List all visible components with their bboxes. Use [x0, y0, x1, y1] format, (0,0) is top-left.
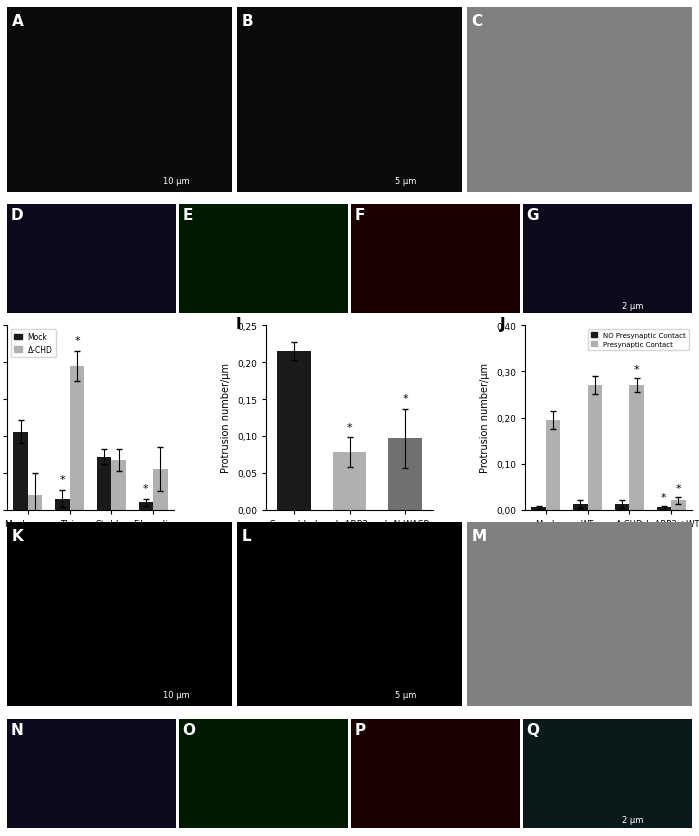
Text: *: *: [74, 336, 80, 346]
Bar: [614, 505, 629, 510]
Text: B: B: [241, 14, 253, 29]
Text: I: I: [236, 317, 242, 332]
Text: *: *: [661, 492, 667, 502]
Text: O: O: [182, 722, 196, 737]
Text: 10 μm: 10 μm: [163, 176, 189, 186]
Text: N: N: [10, 722, 23, 737]
Bar: [333, 452, 366, 510]
Bar: [629, 385, 644, 510]
Text: *: *: [634, 364, 640, 375]
Text: A: A: [11, 14, 23, 29]
Text: M: M: [471, 528, 487, 543]
Bar: [671, 501, 686, 510]
Bar: [588, 385, 603, 510]
Text: 5 μm: 5 μm: [395, 691, 417, 699]
Bar: [28, 496, 43, 510]
Text: *: *: [59, 474, 65, 484]
Legend: Mock, Δ-CHD: Mock, Δ-CHD: [10, 329, 55, 358]
Bar: [656, 507, 671, 510]
Text: 10 μm: 10 μm: [163, 691, 189, 699]
Text: 2 μm: 2 μm: [622, 301, 644, 310]
Legend: NO Presynaptic Contact, Presynaptic Contact: NO Presynaptic Contact, Presynaptic Cont…: [588, 329, 689, 350]
Text: *: *: [403, 393, 408, 403]
Bar: [546, 421, 561, 510]
Text: C: C: [471, 14, 482, 29]
X-axis label: Treatment: Treatment: [324, 533, 375, 543]
Text: J: J: [500, 317, 505, 332]
Text: D: D: [10, 208, 23, 223]
Text: *: *: [676, 483, 682, 493]
Bar: [55, 499, 70, 510]
Y-axis label: Protrusion number/μm: Protrusion number/μm: [480, 363, 491, 473]
Bar: [277, 352, 310, 510]
Text: *: *: [143, 483, 149, 493]
Bar: [573, 505, 588, 510]
Text: P: P: [354, 722, 366, 737]
Bar: [111, 461, 126, 510]
Text: Q: Q: [526, 722, 540, 737]
Text: K: K: [11, 528, 23, 543]
X-axis label: Spine Type: Spine Type: [64, 533, 117, 543]
Bar: [153, 470, 168, 510]
Text: L: L: [241, 528, 251, 543]
Text: E: E: [182, 208, 193, 223]
Text: 5 μm: 5 μm: [395, 176, 417, 186]
Text: *: *: [347, 422, 352, 432]
Bar: [531, 507, 546, 510]
Text: F: F: [354, 208, 365, 223]
Bar: [138, 502, 153, 510]
Text: G: G: [526, 208, 539, 223]
Y-axis label: Protrusion number/μm: Protrusion number/μm: [222, 363, 231, 473]
Bar: [389, 439, 422, 510]
X-axis label: Treatment: Treatment: [584, 533, 633, 543]
Bar: [70, 366, 85, 510]
Bar: [96, 457, 111, 510]
Bar: [13, 432, 28, 510]
Text: 2 μm: 2 μm: [622, 815, 644, 824]
